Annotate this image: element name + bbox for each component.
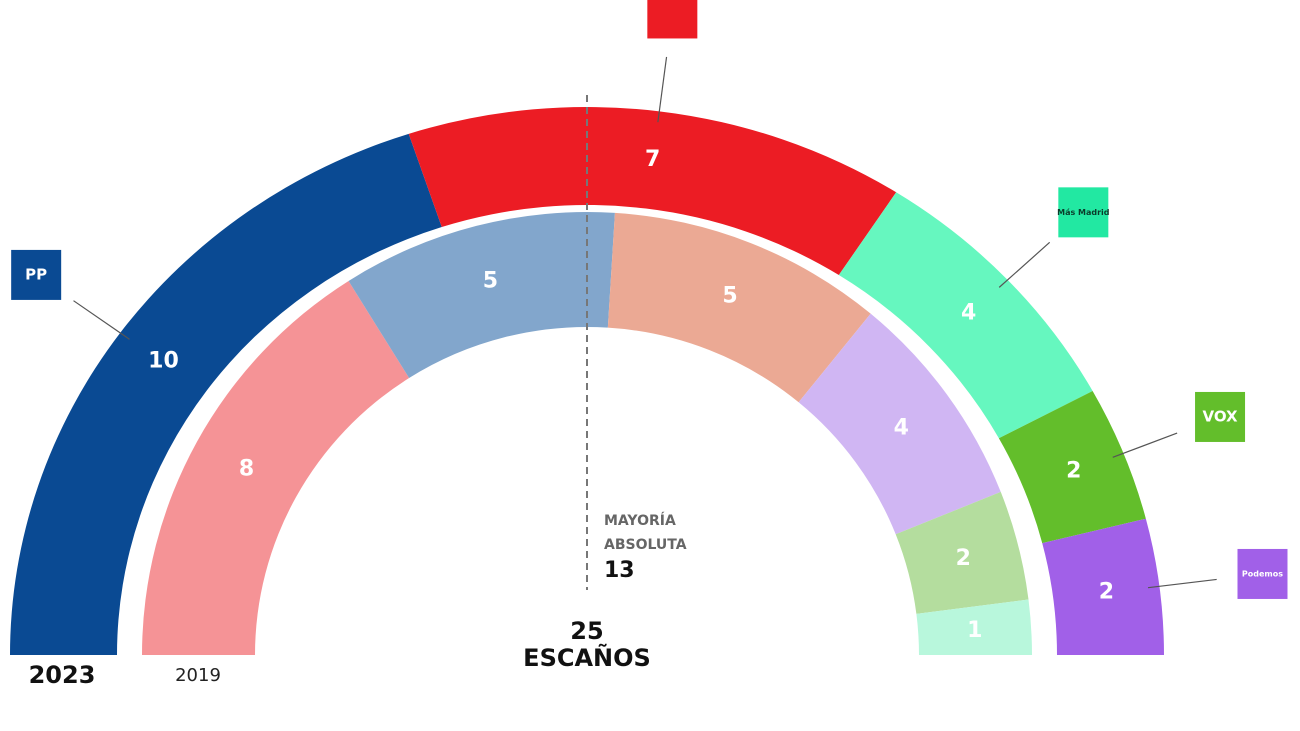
seat-count: 5 [483, 269, 498, 294]
party-logo [1237, 548, 1288, 599]
seat-segment [10, 133, 442, 655]
leader-line [1112, 432, 1178, 458]
total-value: 25 [570, 617, 603, 645]
party-logo [11, 249, 62, 300]
party-logo-text: Podemos [1242, 569, 1283, 578]
leader-line [998, 241, 1051, 288]
ring-label: 2023 [29, 661, 96, 689]
party-logo-text: PP [25, 265, 47, 283]
leader-line [657, 56, 668, 123]
seat-segment [607, 212, 871, 403]
seat-segment [798, 313, 1001, 535]
party-logo-text: Más Madrid [1057, 208, 1110, 217]
rings [10, 107, 1164, 655]
seat-segment [142, 280, 410, 655]
party-logo [647, 0, 698, 39]
seat-count: 2 [956, 546, 971, 571]
seat-segment [998, 390, 1146, 544]
seat-count: 10 [148, 349, 179, 374]
seat-count: 2 [1099, 579, 1114, 604]
ring-label: 2019 [175, 665, 221, 686]
seat-count: 2 [1066, 458, 1081, 483]
majority-value: 13 [604, 558, 635, 583]
seat-count: 4 [894, 415, 909, 440]
seat-segment [348, 212, 615, 379]
party-logo [1195, 391, 1246, 442]
seat-count: 7 [645, 147, 660, 172]
total-label: ESCAÑOS [523, 643, 651, 672]
seat-segment [1042, 518, 1164, 655]
seat-segment [408, 107, 897, 276]
leader-line [73, 300, 130, 340]
labels: 10 PP 7 4 Más Madrid 2 VOX 2 Podemos 8 5 5 4 2 1 [11, 0, 1288, 643]
party-logo [1058, 187, 1109, 238]
seat-segment [895, 491, 1029, 614]
party-logo-text: VOX [1202, 407, 1238, 425]
seat-count: 8 [239, 456, 254, 481]
seat-count: 1 [967, 618, 982, 643]
seat-count: 4 [961, 300, 976, 325]
seat-segment [838, 192, 1093, 439]
seat-count: 5 [722, 284, 737, 309]
seat-segment [916, 599, 1032, 655]
majority-label: MAYORÍA [604, 512, 676, 529]
leader-line [1147, 578, 1217, 589]
majority-label: ABSOLUTA [604, 537, 687, 553]
